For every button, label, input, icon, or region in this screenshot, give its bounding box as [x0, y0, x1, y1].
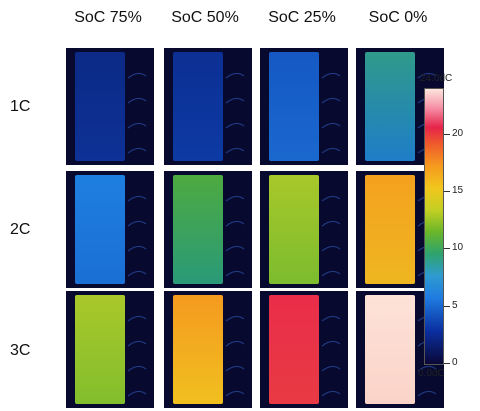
thermal-panel-image: [260, 291, 348, 408]
colorbar-min-label: 0.0dC: [418, 368, 445, 379]
thermal-panel-image: [164, 171, 252, 288]
thermal-panel: [164, 171, 252, 288]
thermal-panel: [260, 171, 348, 288]
colorbar-tick-label: 15: [452, 185, 464, 197]
colorbar-max-label: 24.0dC: [420, 73, 453, 84]
colorbar-tick-label: 20: [452, 127, 464, 139]
thermal-panel: [164, 291, 252, 408]
thermal-panel: [66, 48, 154, 165]
colorbar-tick: [444, 363, 450, 364]
column-header: SoC 25%: [268, 9, 336, 26]
thermal-panel-image: [66, 48, 154, 165]
colorbar-tick: [444, 305, 450, 307]
thermal-panel-image: [260, 48, 348, 165]
thermal-panel-image: [66, 171, 154, 288]
row-header: 3C: [10, 342, 31, 359]
thermal-panel: [66, 291, 154, 408]
colorbar-tick-label: 5: [452, 299, 458, 311]
column-header: SoC 75%: [74, 9, 142, 26]
colorbar-tick-label: 10: [452, 242, 464, 254]
thermal-panel: [66, 171, 154, 288]
thermal-panel-image: [164, 291, 252, 408]
thermal-panel: [260, 48, 348, 165]
row-header: 1C: [10, 98, 31, 115]
colorbar-tick: [444, 248, 450, 250]
colorbar: [424, 88, 444, 365]
thermal-panel-image: [164, 48, 252, 165]
colorbar-gradient: [425, 89, 443, 364]
column-header: SoC 50%: [171, 9, 239, 26]
column-header: SoC 0%: [368, 9, 428, 26]
thermal-panel: [260, 291, 348, 408]
colorbar-tick: [444, 133, 450, 135]
thermal-panel-image: [66, 291, 154, 408]
colorbar-tick: [444, 191, 450, 193]
colorbar-tick-label: 0: [452, 357, 458, 368]
row-header: 2C: [10, 221, 31, 238]
thermal-panel: [164, 48, 252, 165]
thermal-panel-image: [260, 171, 348, 288]
